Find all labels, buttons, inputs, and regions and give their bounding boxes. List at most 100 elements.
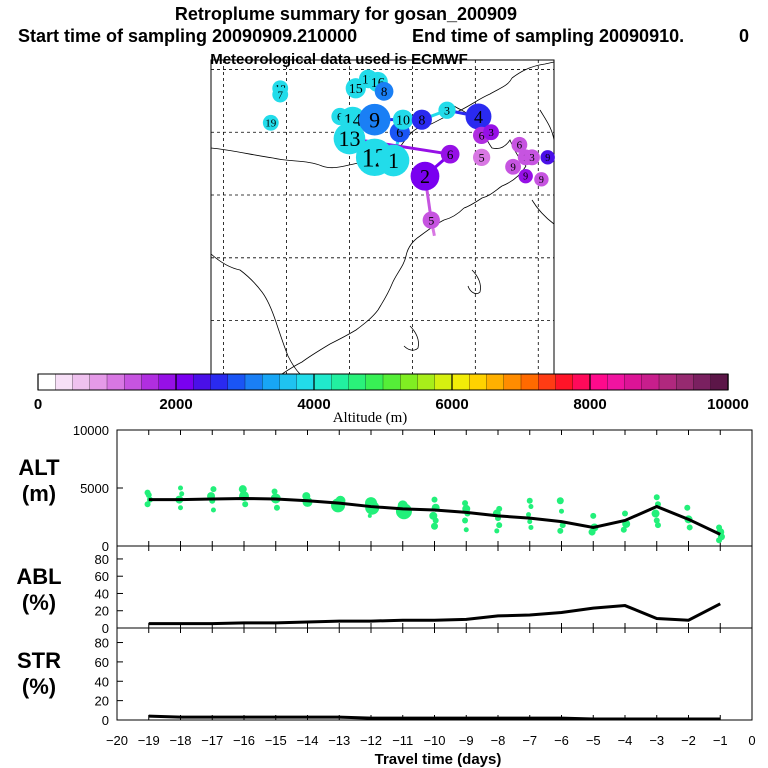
alt-scatter-point [462, 517, 469, 524]
colorbar-cell [72, 373, 91, 391]
x-tick-label: −4 [618, 733, 633, 748]
x-tick-label: −13 [328, 733, 350, 748]
alt-scatter-point [179, 491, 185, 497]
alt-scatter-point [273, 504, 280, 511]
china-east-coast [377, 207, 465, 311]
x-tick-label: −14 [296, 733, 318, 748]
colorbar-cell [124, 373, 143, 391]
x-tick-label: −19 [138, 733, 160, 748]
plume-marker-label: 5 [428, 213, 434, 227]
colorbar-cell [55, 373, 74, 391]
alt-scatter-point [557, 527, 564, 534]
x-tick-label: 0 [748, 733, 755, 748]
x-tick-label: −11 [392, 733, 413, 748]
plume-marker-label: 4 [474, 107, 483, 127]
plume-marker-circle [272, 86, 289, 103]
plume-marker-circle [524, 149, 540, 166]
plume-marker-label: 9 [523, 172, 528, 183]
colorbar-cell [313, 373, 332, 391]
plume-marker-label: 9 [369, 107, 380, 132]
alt-scatter-point [210, 486, 217, 493]
plume-marker-circle [374, 82, 394, 101]
alt-scatter-point [526, 512, 532, 518]
alt-scatter-point [620, 526, 627, 533]
x-tick-label: −20 [106, 733, 128, 748]
plume-marker-circle [392, 109, 414, 130]
alt-scatter-point [367, 513, 372, 518]
plume-marker-circle [518, 168, 533, 184]
colorbar-cell [400, 373, 419, 391]
alt-scatter-point [653, 494, 660, 501]
alt-scatter-point [271, 488, 278, 495]
colorbar-cell [676, 373, 695, 391]
himalaya-border [210, 253, 301, 375]
sampling-start: Start time of sampling 20090909.210000 [18, 26, 357, 46]
plume-marker-label: 6 [517, 140, 523, 152]
plume-markers: 1871915111686149131216108346365299163995 [262, 69, 555, 229]
colorbar-ticks: 0 2000 4000 6000 8000 10000 [34, 374, 749, 413]
plume-marker-label: 13 [338, 126, 360, 151]
alt-scatter-point [178, 485, 183, 491]
plume-marker-label: 9 [539, 175, 544, 186]
alt-scatter-point [686, 524, 693, 531]
x-tick-label: −8 [491, 733, 506, 748]
sampling-end: End time of sampling 20090910. [412, 26, 684, 46]
y-tick-label: 0 [102, 713, 109, 728]
plume-marker-circle [377, 144, 410, 177]
x-tick-label: −9 [459, 733, 474, 748]
y-tick-label: 40 [95, 586, 109, 601]
colorbar-cell [417, 373, 436, 391]
y-tick-label: 5000 [80, 481, 109, 496]
plume-marker-label: 10 [396, 114, 410, 129]
colorbar-tick-label: 4000 [297, 396, 330, 413]
x-tick-label: −18 [169, 733, 191, 748]
plume-marker-label: 8 [381, 84, 388, 99]
plume-marker-circle [511, 136, 528, 153]
plume-marker-circle [262, 114, 279, 131]
alt-scatter-point [238, 485, 247, 494]
x-tick-label: −15 [265, 733, 287, 748]
x-tick-label: −7 [522, 733, 537, 748]
alt-scatter-point [526, 497, 533, 504]
alt-scatter-point [528, 504, 534, 510]
alt-scatter-point [431, 522, 438, 530]
plume-marker-label: 15 [349, 82, 363, 97]
y-tick-label: 60 [95, 655, 109, 670]
colorbar-tick-label: 2000 [159, 396, 192, 413]
plume-marker-label: 9 [545, 153, 550, 164]
colorbar-cell [158, 373, 177, 391]
colorbar-cell [175, 373, 194, 391]
colorbar-tick-label: 0 [34, 396, 42, 413]
alt-scatter-point [494, 528, 500, 534]
plume-marker-label: 8 [418, 114, 425, 129]
colorbar-cell [710, 373, 729, 391]
plume-marker-label: 6 [396, 126, 403, 141]
colorbar-cell [693, 373, 712, 391]
plume-marker-label: 5 [479, 151, 485, 165]
colorbar-cell [244, 373, 263, 391]
x-tick-label: −1 [713, 733, 728, 748]
colorbar-cell [520, 373, 539, 391]
north-coast [511, 61, 555, 79]
plume-marker-label: 9 [510, 162, 516, 174]
colorbar-cell [210, 373, 229, 391]
hainan [403, 325, 419, 351]
plume-marker-label: 3 [529, 152, 535, 164]
alt-scatter-point [622, 510, 628, 517]
colorbar-cell [348, 373, 367, 391]
time-series-panels: 1000050000ALT(m)806040200ABL(%)806040200… [16, 423, 753, 728]
map-graticule [211, 60, 554, 374]
colorbar-cells [37, 373, 729, 391]
colorbar-cell [572, 373, 591, 391]
alt-scatter-point [178, 505, 183, 511]
plume-marker-circle [472, 148, 491, 166]
series-line-abl [148, 602, 721, 626]
alt-scatter-point [654, 522, 661, 529]
alt-scatter-point [463, 527, 469, 533]
colorbar-tick-label: 10000 [707, 396, 749, 413]
plume-marker-circle [438, 101, 456, 119]
y-tick-label: 80 [95, 552, 109, 567]
x-axis: −20 −19 −18 −17 −16 −15 −14 −13 −12 −11 −10 −9 −8 −7−… [106, 733, 756, 748]
alt-scatter-point [496, 522, 503, 529]
colorbar-cell [106, 373, 125, 391]
